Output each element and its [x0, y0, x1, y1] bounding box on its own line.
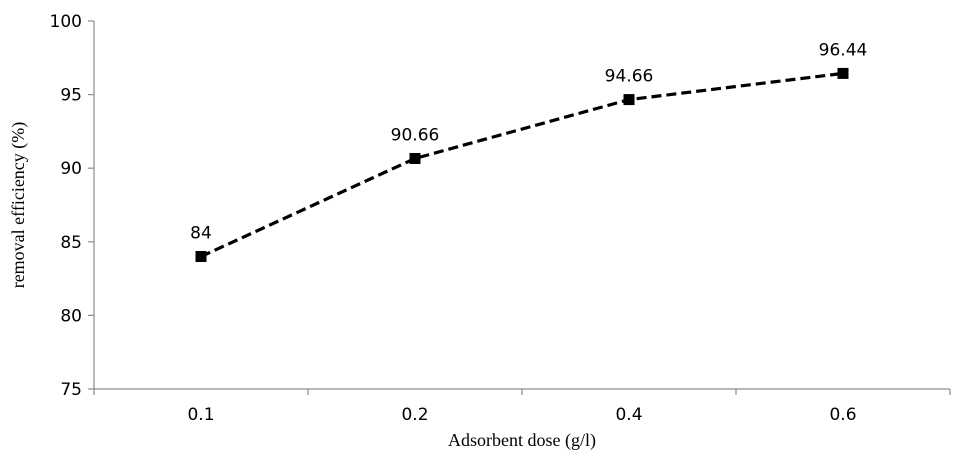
- x-axis-title: Adsorbent dose (g/l): [448, 430, 596, 451]
- y-axis-title: removal efficiency (%): [8, 122, 29, 289]
- y-tick-label: 95: [60, 86, 82, 106]
- y-tick-label: 75: [60, 380, 82, 400]
- x-tick-label: 0.2: [401, 405, 428, 425]
- data-point-marker: [623, 94, 635, 106]
- data-point-marker: [409, 152, 421, 164]
- data-label: 90.66: [391, 125, 440, 145]
- y-tick-label: 100: [50, 12, 82, 32]
- data-point-marker: [195, 251, 207, 263]
- data-label: 94.66: [605, 67, 654, 87]
- data-label: 84: [190, 224, 212, 244]
- y-tick-label: 90: [60, 159, 82, 179]
- x-tick-label: 0.1: [187, 405, 214, 425]
- series: 84 90.66 94.66 96.44: [190, 40, 868, 263]
- x-tick-label: 0.6: [829, 405, 856, 425]
- x-axis-ticks: 0.1 0.2 0.4 0.6: [93, 389, 951, 425]
- axis-titles: Adsorbent dose (g/l) removal efficiency …: [8, 122, 596, 451]
- data-label: 96.44: [819, 40, 868, 60]
- y-axis-ticks: 75 80 85 90 95 100: [50, 12, 94, 400]
- y-tick-label: 85: [60, 233, 82, 253]
- data-point-marker: [837, 67, 849, 79]
- series-line: [200, 71, 844, 258]
- x-tick-label: 0.4: [615, 405, 642, 425]
- y-tick-label: 80: [60, 306, 82, 326]
